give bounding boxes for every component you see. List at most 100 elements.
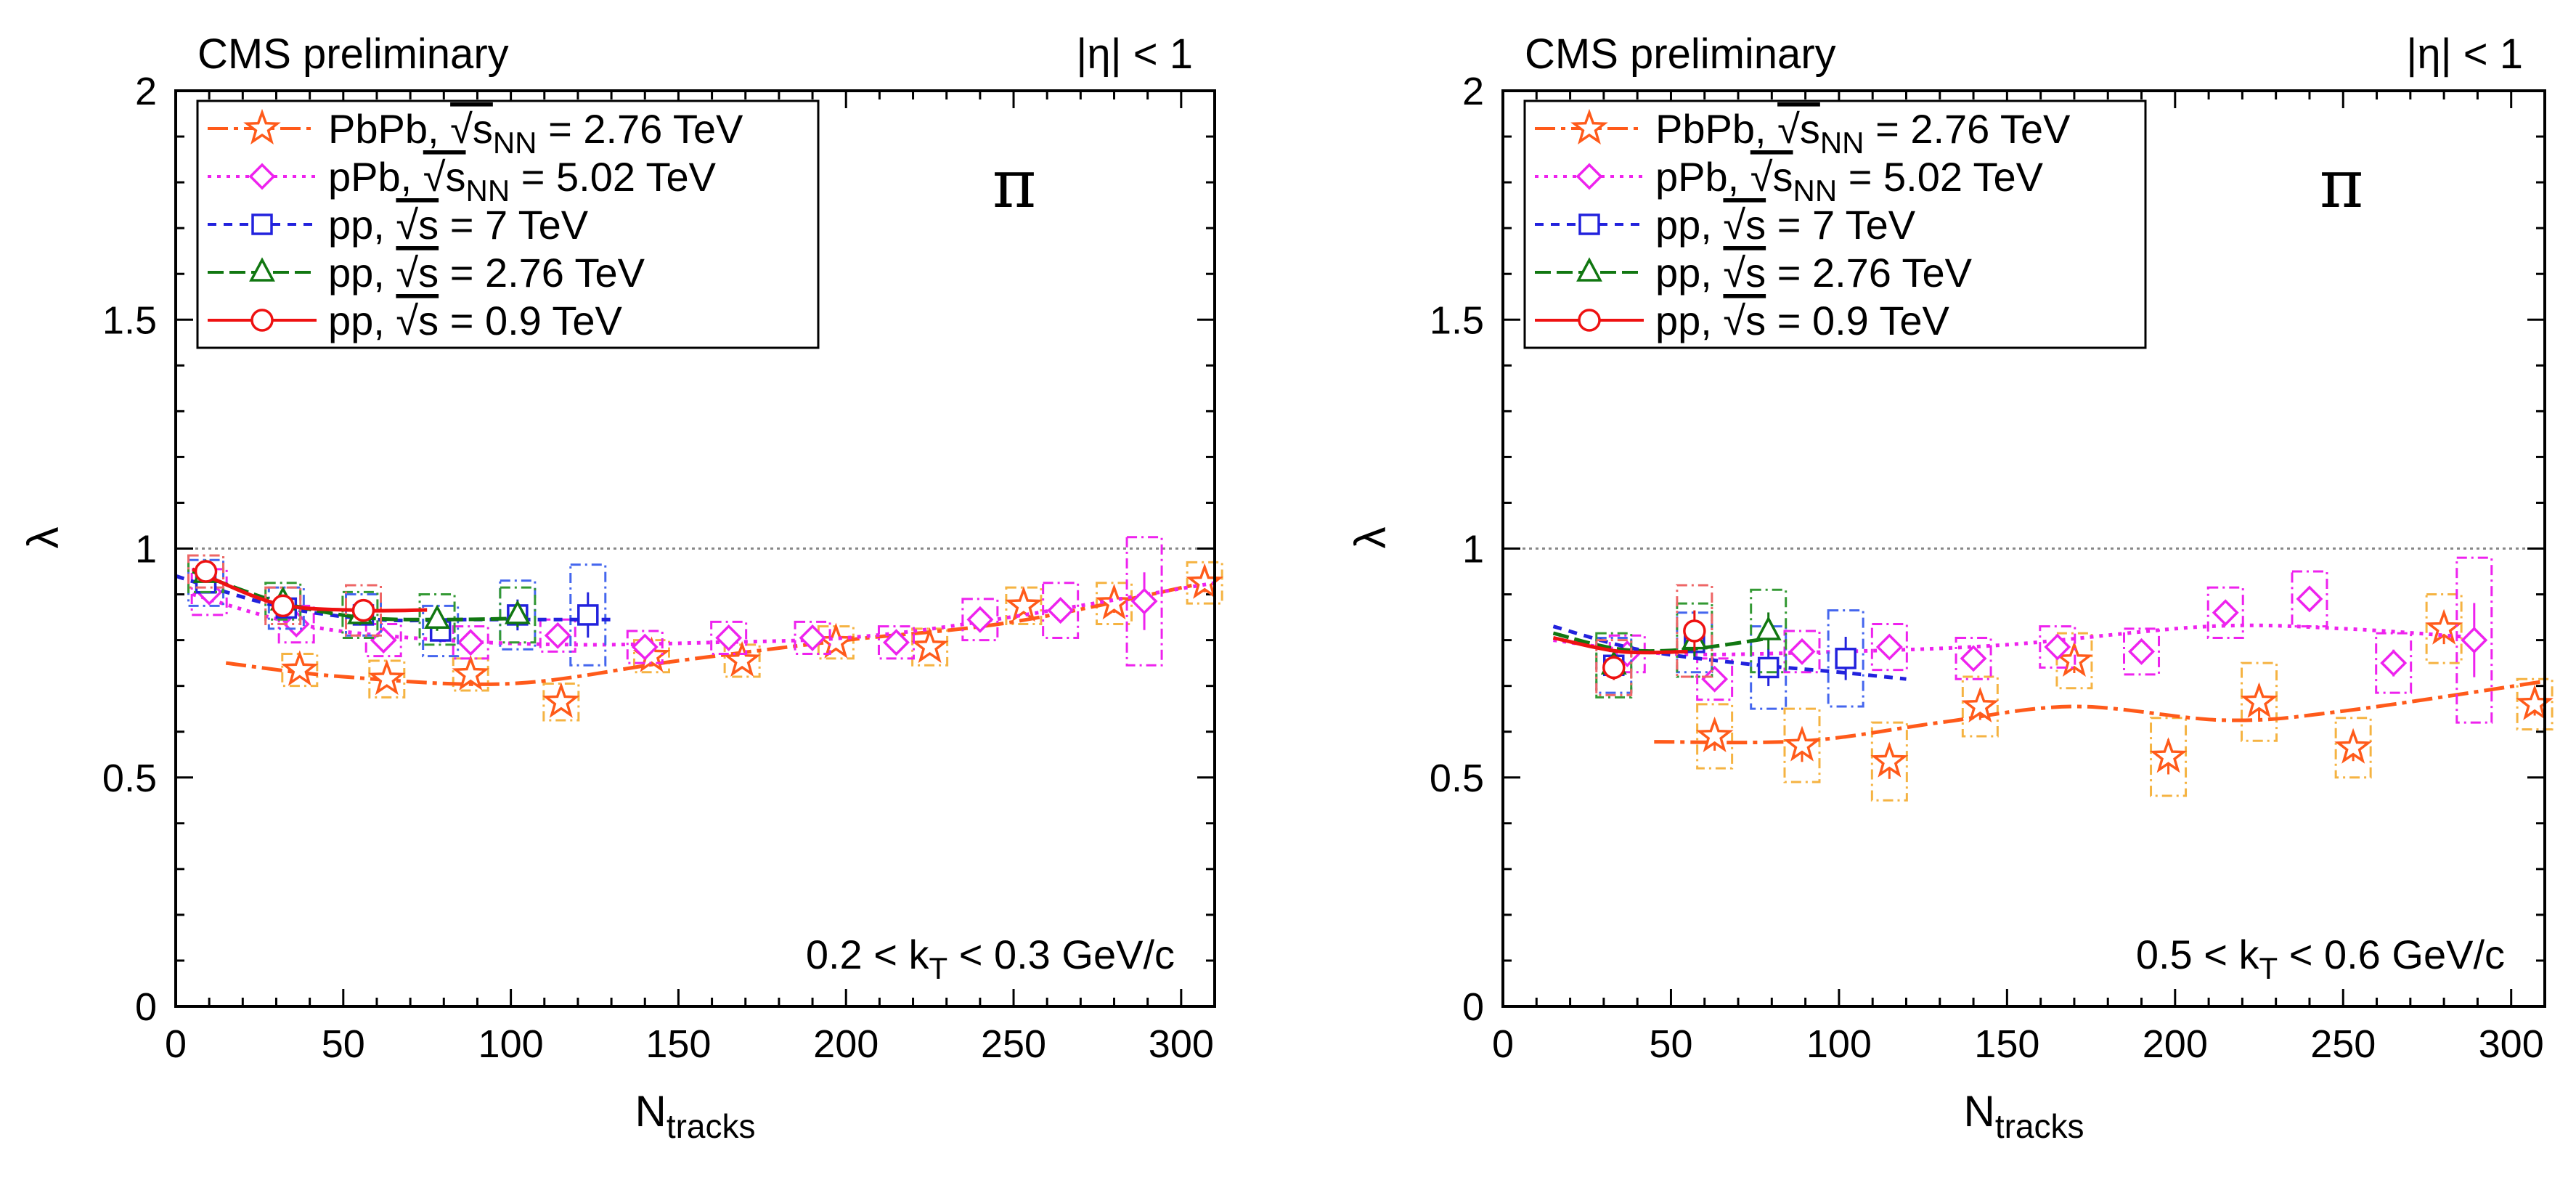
systematic-box: [542, 682, 580, 722]
systematic-box: [2150, 717, 2188, 797]
systematic-box: [1827, 609, 1864, 708]
data-point: [1757, 656, 1780, 679]
legend-entry: pp, √s = 7 TeV: [1655, 202, 1916, 248]
legend-entry: pp, √s = 7 TeV: [328, 202, 589, 248]
x-tick-label: 0: [165, 1022, 187, 1066]
data-point: [966, 606, 994, 633]
systematic-box: [1961, 675, 1999, 738]
systematic-box: [911, 627, 949, 667]
systematic-box: [1783, 707, 1821, 783]
systematic-box: [341, 590, 379, 639]
x-tick-label: 250: [981, 1022, 1046, 1066]
legend-entry-sub: NN: [493, 126, 537, 160]
y-tick-label: 1.5: [102, 298, 157, 342]
x-tick-label: 150: [645, 1022, 711, 1066]
legend-entry-suffix: = 7 TeV: [439, 202, 589, 248]
series-pbpb: [225, 561, 1224, 722]
data-point: [2128, 638, 2155, 665]
x-tick-label: 250: [2310, 1022, 2376, 1066]
legend-entry-sqrt: √s: [1777, 106, 1820, 152]
legend-entry-suffix: = 7 TeV: [1766, 202, 1916, 248]
data-point: [723, 640, 761, 677]
data-point: [2380, 649, 2408, 677]
data-point: [1130, 587, 1158, 615]
data-point: [542, 682, 580, 718]
data-point: [1683, 619, 1706, 643]
legend-entry-prefix: pPb,: [328, 154, 423, 200]
data-point: [194, 560, 218, 583]
legend-box: [1523, 99, 2147, 349]
systematic-box: [2039, 625, 2076, 669]
systematic-box: [632, 639, 670, 674]
data-point: [715, 624, 743, 651]
fit-line: [1552, 631, 1772, 653]
systematic-box: [2455, 556, 2493, 724]
y-axis-label: λ: [1346, 527, 1395, 549]
legend-marker: [243, 108, 281, 144]
x-tick-label: 150: [1974, 1022, 2039, 1066]
particle-label: π: [993, 145, 1036, 223]
legend-entry-sub: NN: [1793, 174, 1838, 208]
data-point: [1602, 656, 1626, 680]
data-point: [1960, 645, 1987, 672]
x-tick-label: 50: [322, 1022, 365, 1066]
legend-marker: [1570, 108, 1608, 144]
data-point: [504, 600, 531, 624]
kt-range-prefix: 0.5 < k: [2136, 932, 2260, 977]
legend-entry-sub: NN: [1820, 126, 1864, 160]
x-axis-label-main: N: [635, 1087, 666, 1136]
systematic-box: [1096, 582, 1133, 626]
data-point: [271, 594, 295, 618]
fit-line: [225, 579, 1215, 686]
fit-line: [192, 567, 428, 613]
systematic-box: [2375, 632, 2413, 694]
legend-entry-suffix: = 0.9 TeV: [1766, 298, 1949, 343]
y-tick-label: 2: [1462, 70, 1484, 113]
y-tick-label: 0: [1462, 985, 1484, 1029]
data-point: [1788, 638, 1816, 665]
legend-entry: PbPb, √sNN = 2.76 TeV: [328, 106, 743, 160]
x-axis-label: Ntracks: [1963, 1087, 2084, 1145]
data-point: [2240, 682, 2278, 718]
systematic-box: [723, 643, 761, 678]
legend-marker: [249, 257, 275, 282]
kt-range-prefix: 0.2 < k: [806, 932, 930, 977]
x-tick-label: 300: [2479, 1022, 2544, 1066]
y-tick-label: 0.5: [1430, 757, 1484, 800]
x-tick-label: 100: [478, 1022, 544, 1066]
legend-entry: pp, √s = 2.76 TeV: [328, 250, 645, 296]
systematic-box: [2334, 717, 2372, 779]
fit-line: [175, 574, 612, 623]
data-point: [1870, 741, 1909, 778]
data-point: [1695, 716, 1734, 753]
y-axis-label: λ: [19, 527, 68, 549]
data-point: [1005, 586, 1043, 622]
legend-marker: [1578, 309, 1601, 332]
legend-entry-sqrt: √s: [1750, 154, 1793, 200]
legend-entry: pp, √s = 0.9 TeV: [328, 298, 623, 343]
legend-entry-prefix: PbPb,: [1655, 106, 1777, 152]
systematic-box: [2055, 632, 2093, 690]
data-point: [544, 622, 571, 649]
legend-entry-prefix: pPb,: [1655, 154, 1750, 200]
systematic-box: [961, 598, 999, 642]
systematic-box: [1696, 703, 1734, 770]
legend-entry: pp, √s = 2.76 TeV: [1655, 250, 1973, 296]
systematic-box: [281, 653, 319, 688]
legend-marker: [1576, 257, 1602, 282]
legend-entry-sub: NN: [466, 174, 510, 208]
systematic-box: [1595, 639, 1633, 696]
systematic-box: [187, 554, 225, 589]
y-tick-label: 1: [135, 528, 157, 571]
systematic-box: [1870, 721, 1908, 802]
legend-entry-prefix: PbPb,: [328, 106, 450, 152]
systematic-box: [1595, 632, 1633, 699]
data-point: [452, 654, 489, 691]
legend-entry: pp, √s = 0.9 TeV: [1655, 298, 1950, 343]
data-point: [2334, 728, 2373, 764]
systematic-box: [1870, 623, 1908, 672]
legend-entry-suffix: = 5.02 TeV: [1837, 154, 2044, 200]
x-axis-label: Ntracks: [635, 1087, 755, 1145]
